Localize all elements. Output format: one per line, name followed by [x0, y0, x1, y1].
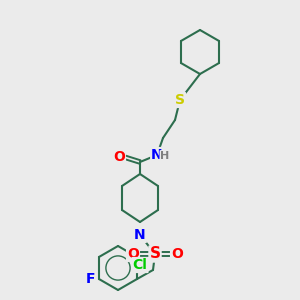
Text: N: N [151, 148, 163, 162]
Text: N: N [134, 228, 146, 242]
Text: O: O [113, 150, 125, 164]
Text: Cl: Cl [133, 258, 148, 272]
Text: O: O [127, 247, 139, 261]
Text: O: O [171, 247, 183, 261]
Text: H: H [160, 151, 169, 161]
Text: S: S [175, 93, 185, 107]
Text: S: S [149, 247, 161, 262]
Text: F: F [86, 272, 96, 286]
